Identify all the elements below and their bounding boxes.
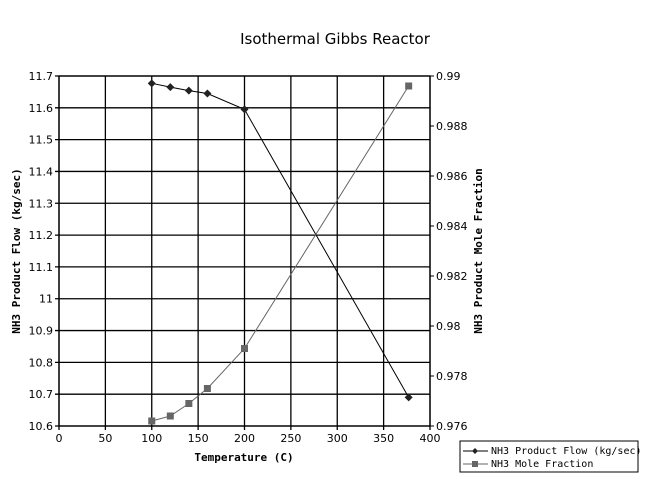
data-point-mole-fraction bbox=[148, 417, 156, 425]
x-tick-label: 150 bbox=[188, 432, 209, 445]
x-tick-label: 200 bbox=[234, 432, 255, 445]
y2-tick-label: 0.984 bbox=[436, 220, 468, 233]
data-point-flow bbox=[166, 83, 175, 92]
data-point-flow bbox=[240, 105, 249, 114]
data-point-flow bbox=[203, 89, 212, 98]
y2-tick-label: 0.982 bbox=[436, 270, 468, 283]
data-point-mole-fraction bbox=[405, 82, 413, 90]
x-tick-label: 0 bbox=[56, 432, 63, 445]
x-tick-label: 300 bbox=[327, 432, 348, 445]
y-tick-label: 11.4 bbox=[29, 165, 54, 178]
data-point-mole-fraction bbox=[203, 385, 211, 392]
y-tick-label: 10.9 bbox=[29, 325, 54, 338]
x-tick-label: 350 bbox=[373, 432, 394, 445]
series-line-0 bbox=[151, 82, 410, 398]
data-point-flow bbox=[404, 393, 413, 402]
y-tick-label: 10.6 bbox=[29, 420, 54, 433]
y2-tick-label: 0.976 bbox=[436, 420, 468, 433]
data-point-mole-fraction bbox=[166, 412, 174, 420]
y-tick-label: 11.2 bbox=[29, 229, 54, 242]
y-tick-label: 10.7 bbox=[29, 388, 54, 401]
chart-title: Isothermal Gibbs Reactor bbox=[240, 30, 431, 48]
x-tick-label: 400 bbox=[420, 432, 441, 445]
y2-tick-label: 0.98 bbox=[436, 320, 461, 333]
series-line-1 bbox=[151, 85, 410, 422]
x-tick-label: 100 bbox=[141, 432, 162, 445]
y2-tick-label: 0.978 bbox=[436, 370, 468, 383]
y-tick-label: 11 bbox=[39, 293, 53, 306]
y-tick-label: 11.7 bbox=[29, 70, 54, 83]
y2-tick-label: 0.99 bbox=[436, 70, 461, 83]
legend-marker-square bbox=[472, 461, 478, 467]
legend-marker-diamond bbox=[472, 448, 478, 454]
legend-label: NH3 Product Flow (kg/sec) bbox=[491, 446, 642, 457]
y2-tick-label: 0.988 bbox=[436, 120, 468, 133]
data-point-mole-fraction bbox=[241, 345, 248, 352]
y-axis-label: NH3 Product Flow (kg/sec) bbox=[10, 168, 23, 334]
y-tick-label: 11.6 bbox=[29, 102, 54, 115]
y-tick-label: 11.1 bbox=[29, 261, 54, 274]
y-tick-label: 10.8 bbox=[29, 356, 54, 369]
y-tick-label: 11.3 bbox=[29, 197, 54, 210]
x-tick-label: 250 bbox=[280, 432, 301, 445]
y2-axis-label: NH3 Product Mole Fraction bbox=[472, 168, 485, 334]
legend-label: NH3 Mole Fraction bbox=[491, 459, 593, 470]
legend-box bbox=[459, 440, 639, 473]
data-point-flow bbox=[147, 79, 156, 88]
y2-tick-label: 0.986 bbox=[436, 170, 468, 183]
data-point-mole-fraction bbox=[185, 400, 193, 407]
plot-frame bbox=[58, 75, 431, 427]
y-tick-label: 11.5 bbox=[29, 134, 54, 147]
x-axis-label: Temperature (C) bbox=[194, 451, 293, 464]
data-point-flow bbox=[184, 86, 193, 95]
x-tick-label: 50 bbox=[98, 432, 112, 445]
